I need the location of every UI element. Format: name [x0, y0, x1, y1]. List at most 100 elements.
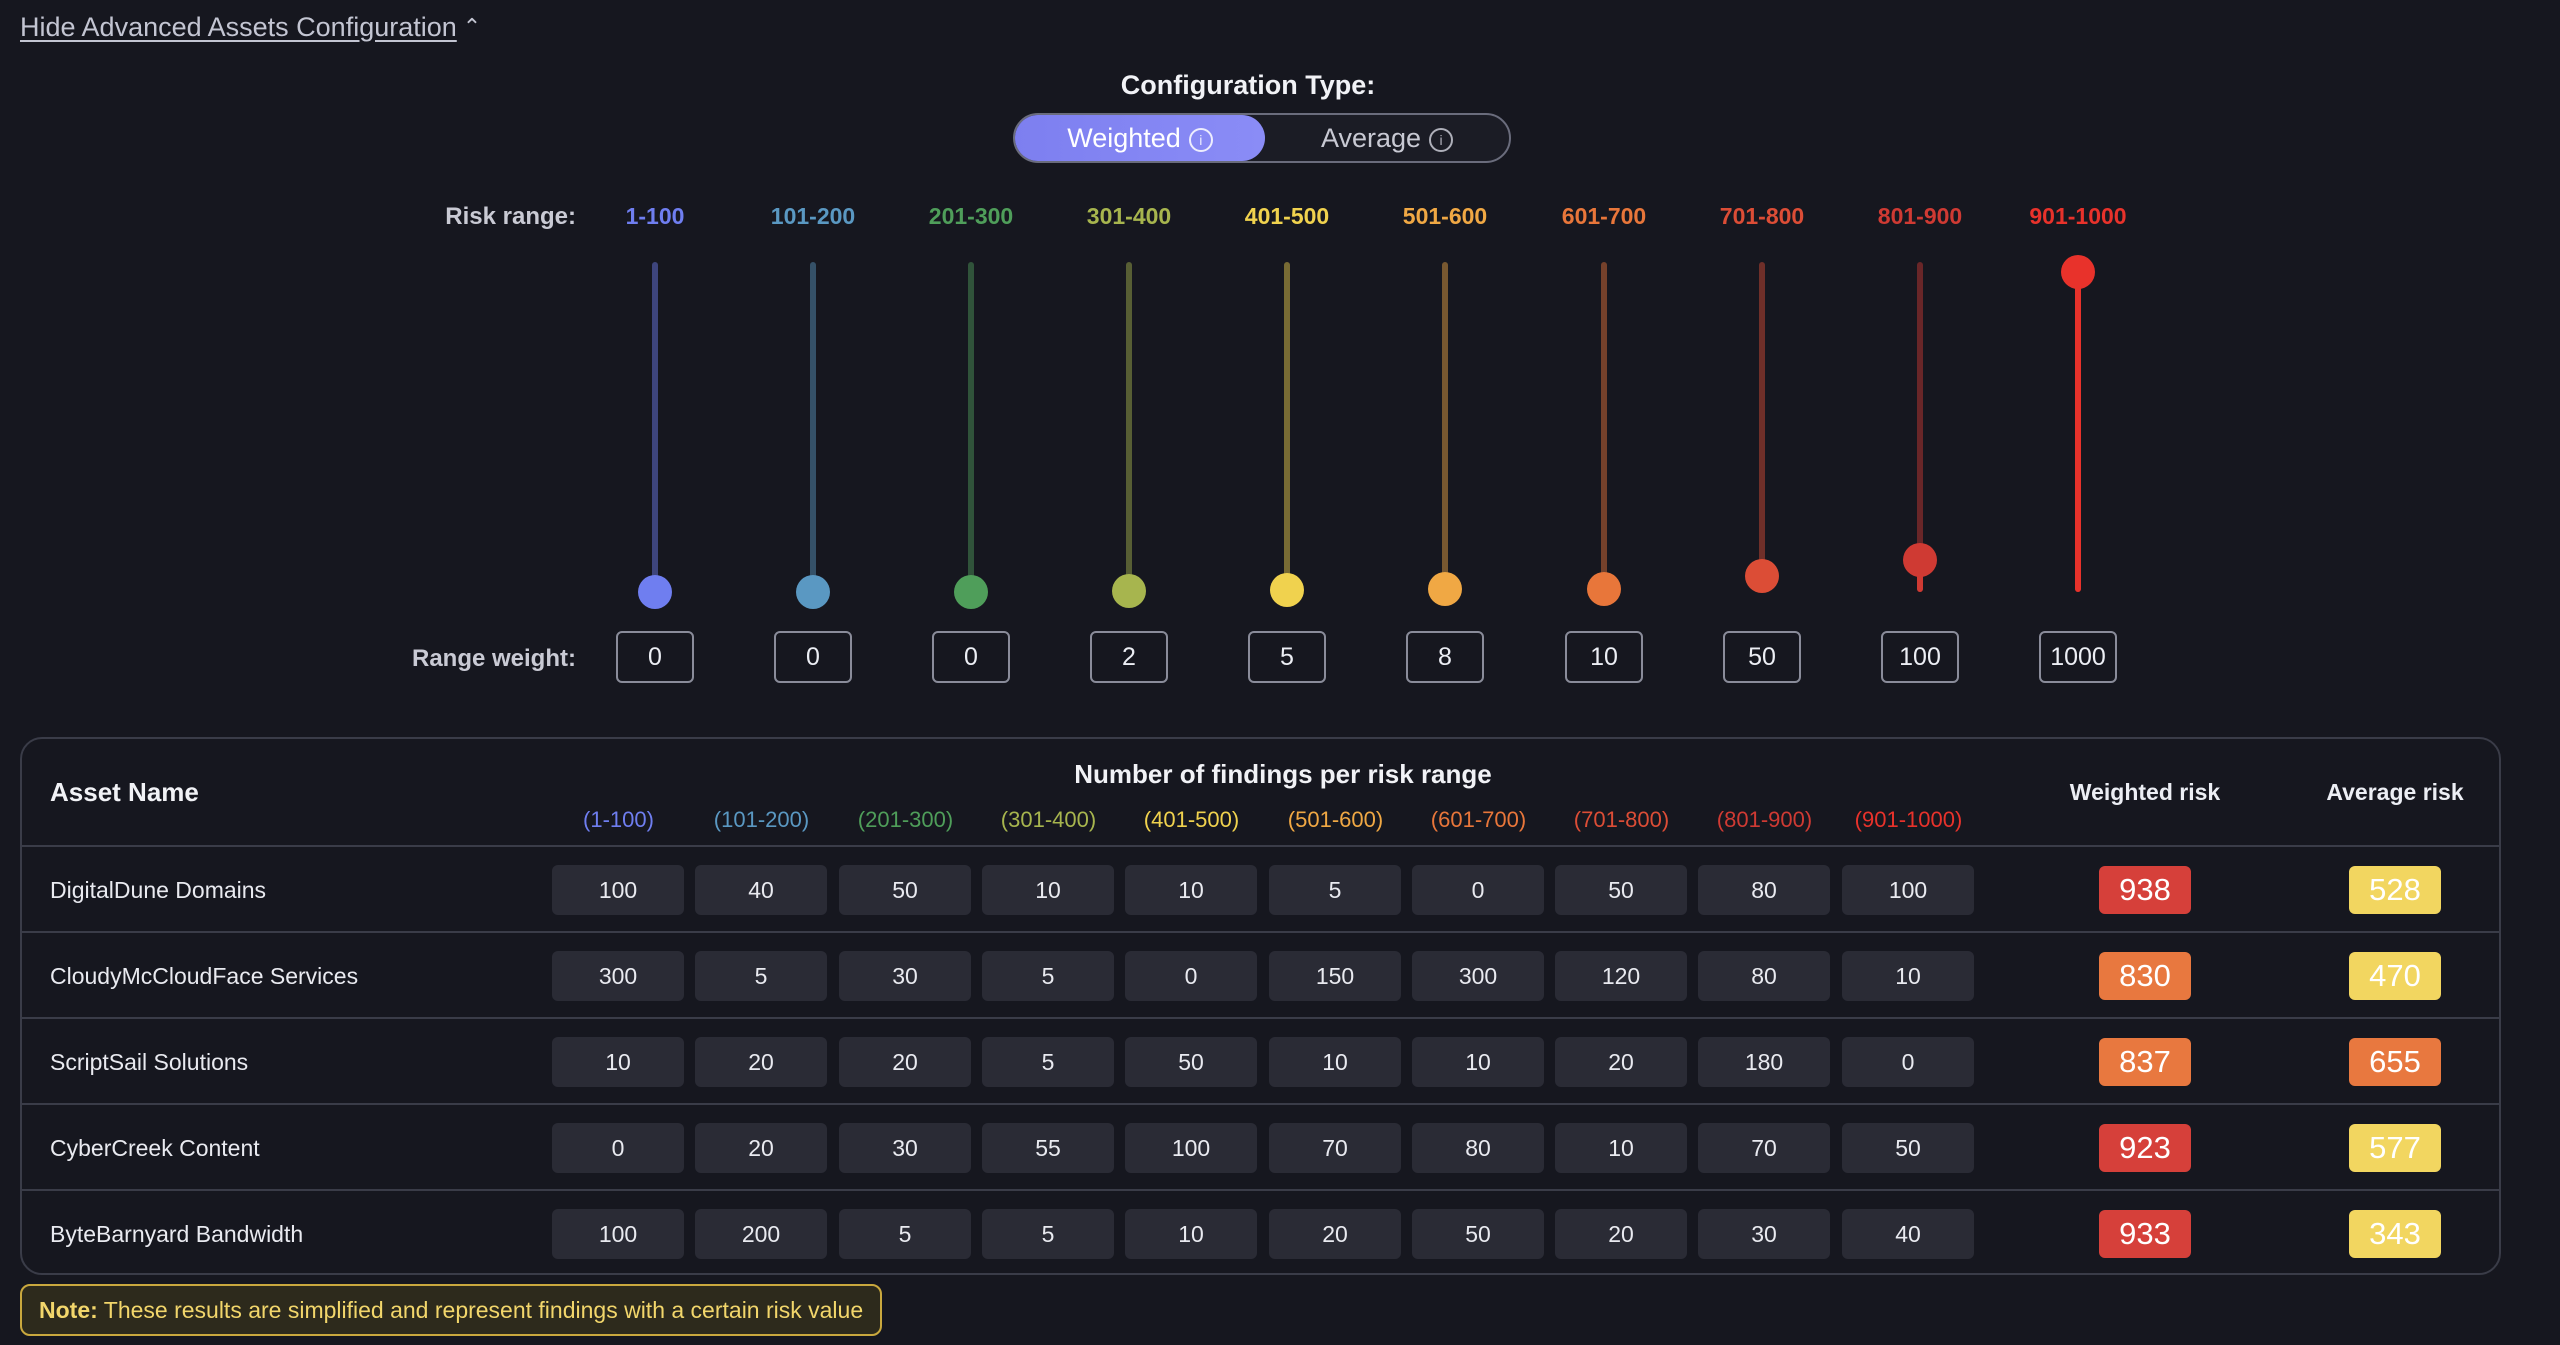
asset-name: DigitalDune Domains	[50, 877, 267, 903]
range-weight-input-201-300[interactable]: 0	[932, 631, 1010, 683]
weight-slider-101-200[interactable]	[796, 262, 830, 609]
average-option[interactable]: Average i	[1265, 115, 1509, 161]
slider-handle[interactable]	[2061, 255, 2095, 289]
range-weight-input-101-200[interactable]: 0	[774, 631, 852, 683]
finding-count-cell: 20	[695, 1123, 827, 1173]
finding-count-cell: 40	[1842, 1209, 1974, 1259]
risk-range-label-601-700: 601-700	[1561, 203, 1647, 229]
range-weight-input-1-100[interactable]: 0	[616, 631, 694, 683]
table-row: DigitalDune Domains 100 40 50 10 10 5 0 50 80 100 9…	[22, 847, 2499, 933]
finding-count-cell: 50	[1412, 1209, 1544, 1259]
finding-count-cell: 180	[1698, 1037, 1830, 1087]
configuration-type-title: Configuration Type:	[1120, 70, 1376, 100]
asset-name-header: Asset Name	[50, 777, 199, 807]
finding-count-cell: 5	[982, 951, 1114, 1001]
average-risk-badge: 343	[2349, 1210, 2441, 1258]
finding-count-cell: 50	[1842, 1123, 1974, 1173]
findings-table: Asset Name Number of findings per risk r…	[20, 737, 2501, 1275]
range-weight-input-701-800[interactable]: 50	[1723, 631, 1801, 683]
weight-slider-401-500[interactable]	[1270, 262, 1304, 607]
finding-count-cell: 300	[552, 951, 684, 1001]
range-column-header: (201-300)	[857, 807, 954, 832]
finding-count-cell: 5	[982, 1037, 1114, 1087]
risk-range-label-901-1000: 901-1000	[2029, 203, 2127, 229]
hide-advanced-config-link[interactable]: Hide Advanced Assets Configuration ⌃	[20, 12, 482, 42]
weight-slider-701-800[interactable]	[1745, 262, 1779, 602]
asset-name: ScriptSail Solutions	[50, 1049, 249, 1075]
finding-count-cell: 80	[1698, 865, 1830, 915]
findings-header: Number of findings per risk range	[1074, 759, 1492, 789]
range-column-header: (701-800)	[1573, 807, 1670, 832]
finding-count-cell: 120	[1555, 951, 1687, 1001]
finding-count-cell: 20	[1269, 1209, 1401, 1259]
range-weight-input-801-900[interactable]: 100	[1881, 631, 1959, 683]
finding-count-cell: 20	[695, 1037, 827, 1087]
slider-fill	[2075, 272, 2081, 592]
finding-count-cell: 40	[695, 865, 827, 915]
risk-range-label-401-500: 401-500	[1244, 203, 1330, 229]
risk-range-label-101-200: 101-200	[770, 203, 856, 229]
range-column-header: (101-200)	[713, 807, 810, 832]
table-row: CloudyMcCloudFace Services 300 5 30 5 0 150 300…	[22, 933, 2499, 1019]
average-risk-header: Average risk	[2326, 779, 2464, 805]
weight-slider-201-300[interactable]	[954, 262, 988, 609]
weighted-risk-header: Weighted risk	[2069, 779, 2221, 805]
average-risk-badge: 470	[2349, 952, 2441, 1000]
finding-count-cell: 20	[1555, 1209, 1687, 1259]
range-weight-input-301-400[interactable]: 2	[1090, 631, 1168, 683]
slider-handle[interactable]	[1112, 574, 1146, 608]
slider-handle[interactable]	[1270, 573, 1304, 607]
slider-handle[interactable]	[1745, 559, 1779, 593]
configuration-type-toggle: Weighted i Average i	[1013, 113, 1511, 163]
finding-count-cell: 50	[1125, 1037, 1257, 1087]
weight-slider-301-400[interactable]	[1112, 262, 1146, 608]
slider-handle[interactable]	[1587, 572, 1621, 606]
finding-count-cell: 100	[1842, 865, 1974, 915]
finding-count-cell: 300	[1412, 951, 1544, 1001]
range-weight-input-901-1000[interactable]: 1000	[2039, 631, 2117, 683]
finding-count-cell: 200	[695, 1209, 827, 1259]
finding-count-cell: 70	[1698, 1123, 1830, 1173]
slider-handle[interactable]	[954, 575, 988, 609]
weight-slider-501-600[interactable]	[1428, 262, 1462, 606]
weighted-option[interactable]: Weighted i	[1015, 115, 1265, 161]
finding-count-cell: 10	[1842, 951, 1974, 1001]
range-weight-input-601-700[interactable]: 10	[1565, 631, 1643, 683]
finding-count-cell: 100	[1125, 1123, 1257, 1173]
slider-track	[1917, 262, 1923, 592]
slider-handle[interactable]	[1903, 543, 1937, 577]
slider-track	[1759, 262, 1765, 592]
weighted-risk-badge: 938	[2099, 866, 2191, 914]
range-weight-input-501-600[interactable]: 8	[1406, 631, 1484, 683]
table-header: Asset Name Number of findings per risk r…	[22, 739, 2499, 847]
finding-count-cell: 30	[839, 1123, 971, 1173]
range-weight-input-401-500[interactable]: 5	[1248, 631, 1326, 683]
slider-handle[interactable]	[796, 575, 830, 609]
slider-track	[1601, 262, 1607, 592]
weight-slider-801-900[interactable]	[1903, 262, 1937, 602]
risk-range-label-1-100: 1-100	[625, 203, 685, 229]
info-icon[interactable]: i	[1429, 128, 1454, 152]
chevron-up-icon: ⌃	[462, 14, 482, 39]
weight-slider-601-700[interactable]	[1587, 262, 1621, 606]
finding-count-cell: 0	[1842, 1037, 1974, 1087]
slider-handle[interactable]	[638, 575, 672, 609]
table-row: ScriptSail Solutions 10 20 20 5 50 10 10 20 180 0 8…	[22, 1019, 2499, 1105]
slider-track	[810, 262, 816, 592]
risk-range-label-201-300: 201-300	[928, 203, 1014, 229]
slider-track	[968, 262, 974, 592]
slider-handle[interactable]	[1428, 572, 1462, 606]
finding-count-cell: 50	[839, 865, 971, 915]
finding-count-cell: 10	[1125, 865, 1257, 915]
weight-slider-901-1000[interactable]	[2061, 255, 2095, 602]
range-column-header: (301-400)	[1000, 807, 1097, 832]
weighted-risk-badge: 933	[2099, 1210, 2191, 1258]
range-column-header: (801-900)	[1716, 807, 1813, 832]
finding-count-cell: 10	[1412, 1037, 1544, 1087]
weight-slider-1-100[interactable]	[638, 262, 672, 609]
finding-count-cell: 10	[1269, 1037, 1401, 1087]
finding-count-cell: 5	[695, 951, 827, 1001]
finding-count-cell: 30	[1698, 1209, 1830, 1259]
info-icon[interactable]: i	[1188, 128, 1213, 152]
finding-count-cell: 50	[1555, 865, 1687, 915]
